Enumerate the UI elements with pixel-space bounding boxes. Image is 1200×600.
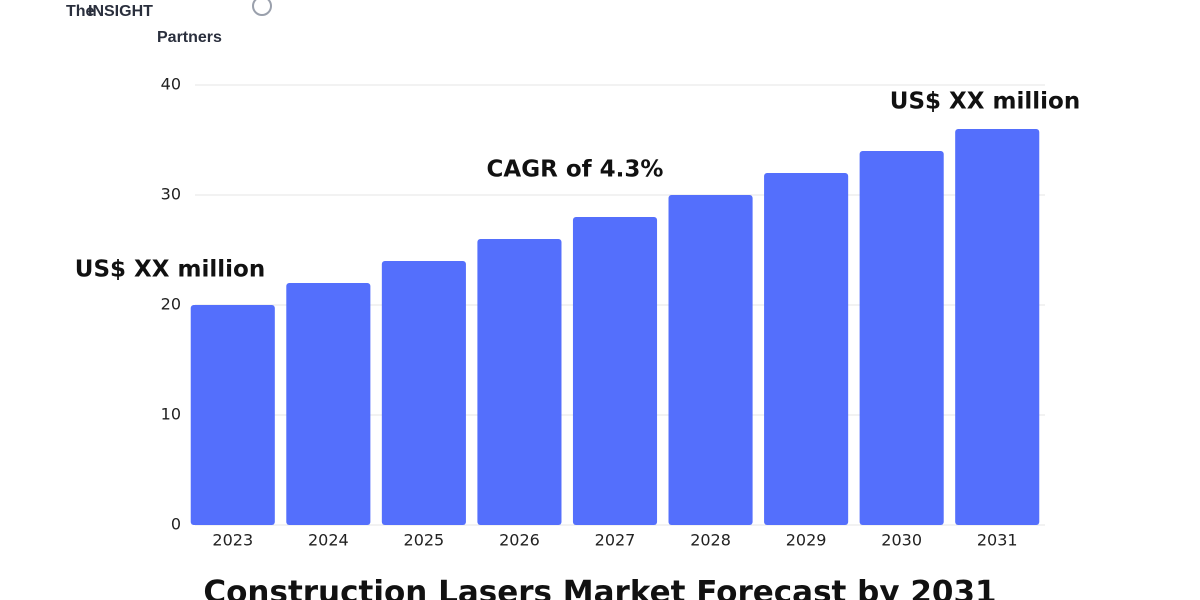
annotation: CAGR of 4.3% [487, 157, 664, 183]
x-tick-label: 2028 [690, 531, 731, 550]
bar [764, 173, 849, 525]
x-tick-label: 2029 [786, 531, 827, 550]
x-tick-label: 2026 [499, 531, 540, 550]
bar [381, 261, 466, 525]
bar [477, 239, 562, 525]
bar [668, 195, 753, 525]
x-tick-label: 2023 [212, 531, 253, 550]
annotation: US$ XX million [890, 89, 1080, 115]
bar [190, 305, 275, 525]
logo-brand: INSIGHT [88, 3, 153, 20]
bar [572, 217, 658, 525]
y-tick-label: 30 [161, 185, 181, 204]
logo-top: The [66, 3, 95, 20]
chart-title: Construction Lasers Market Forecast by 2… [203, 575, 996, 600]
annotation: US$ XX million [75, 257, 265, 283]
x-tick-label: 2024 [308, 531, 349, 550]
x-tick-label: 2031 [977, 531, 1018, 550]
x-tick-label: 2025 [404, 531, 445, 550]
y-tick-label: 0 [171, 515, 181, 534]
bar [286, 283, 371, 525]
logo-bottom: Partners [157, 29, 222, 46]
logo-icon [252, 0, 272, 16]
bar [955, 129, 1040, 525]
x-tick-label: 2027 [595, 531, 636, 550]
y-tick-label: 10 [161, 405, 181, 424]
x-tick-label: 2030 [881, 531, 922, 550]
y-tick-label: 20 [161, 295, 181, 314]
y-tick-label: 40 [161, 75, 181, 94]
bar [859, 151, 944, 525]
